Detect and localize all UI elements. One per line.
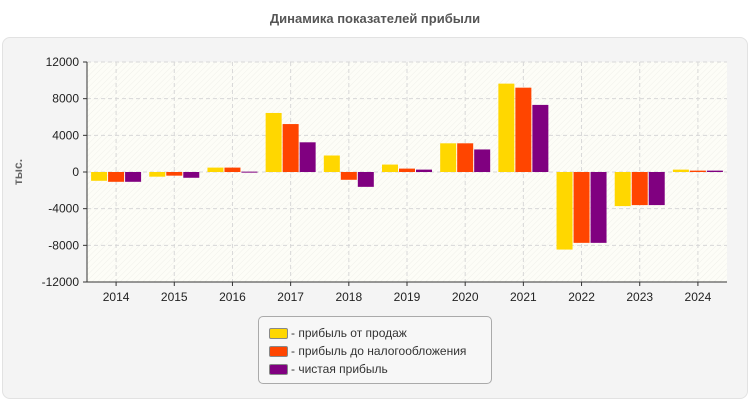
x-tick-label: 2022 <box>568 290 595 304</box>
bar <box>556 172 573 250</box>
y-tick-label: 4000 <box>52 128 79 142</box>
legend-item: - чистая прибыль <box>269 361 388 377</box>
bar <box>166 172 183 176</box>
legend-swatch <box>269 327 288 339</box>
chart-title: Динамика показателей прибыли <box>269 11 481 26</box>
x-tick-label: 2016 <box>219 290 246 304</box>
bar <box>282 124 299 172</box>
x-tick-label: 2015 <box>161 290 188 304</box>
bar <box>532 104 549 172</box>
bar <box>498 83 515 172</box>
x-tick-label: 2021 <box>510 290 537 304</box>
x-tick-label: 2017 <box>277 290 304 304</box>
y-tick-label: 12000 <box>46 55 80 69</box>
bar <box>573 172 590 243</box>
bar <box>91 172 108 181</box>
legend-item: - прибыль от продаж <box>269 325 407 341</box>
bar <box>149 172 166 177</box>
bar <box>323 155 340 172</box>
bar <box>614 172 631 207</box>
bar <box>672 169 689 172</box>
legend: - прибыль от продаж - прибыль до налогоо… <box>258 316 492 384</box>
bar <box>474 149 491 172</box>
bar <box>706 170 723 172</box>
legend-swatch <box>269 345 288 357</box>
bar <box>340 172 357 180</box>
bar <box>207 167 224 172</box>
bar <box>224 167 241 172</box>
bar <box>183 172 200 178</box>
legend-swatch <box>269 363 288 375</box>
y-tick-label: -8000 <box>48 238 79 252</box>
bar <box>108 172 125 182</box>
bar <box>515 87 532 172</box>
y-tick-label: -12000 <box>42 275 80 289</box>
bar <box>299 142 316 172</box>
bar <box>399 168 415 172</box>
bar <box>689 170 706 172</box>
x-tick-label: 2019 <box>394 290 421 304</box>
legend-label: - прибыль до налогообложения <box>291 344 467 358</box>
x-tick-label: 2024 <box>685 290 712 304</box>
x-tick-label: 2018 <box>335 290 362 304</box>
legend-item: - прибыль до налогообложения <box>269 343 466 359</box>
bar <box>416 169 432 172</box>
bar <box>631 172 648 206</box>
bar <box>125 172 142 182</box>
x-tick-label: 2023 <box>626 290 653 304</box>
y-tick-label: 0 <box>72 165 79 179</box>
bar <box>265 112 282 172</box>
bar <box>241 171 258 173</box>
bar <box>457 143 474 172</box>
bar <box>440 143 457 172</box>
legend-label: - прибыль от продаж <box>291 326 407 340</box>
x-tick-label: 2020 <box>452 290 479 304</box>
legend-label: - чистая прибыль <box>291 362 388 376</box>
y-tick-label: 8000 <box>52 92 79 106</box>
bar <box>590 172 607 243</box>
x-tick-label: 2014 <box>103 290 130 304</box>
y-axis-label: тыс. <box>11 159 25 185</box>
bar <box>648 172 665 206</box>
y-tick-label: -4000 <box>48 202 79 216</box>
bar <box>382 164 398 172</box>
bar <box>357 172 374 187</box>
